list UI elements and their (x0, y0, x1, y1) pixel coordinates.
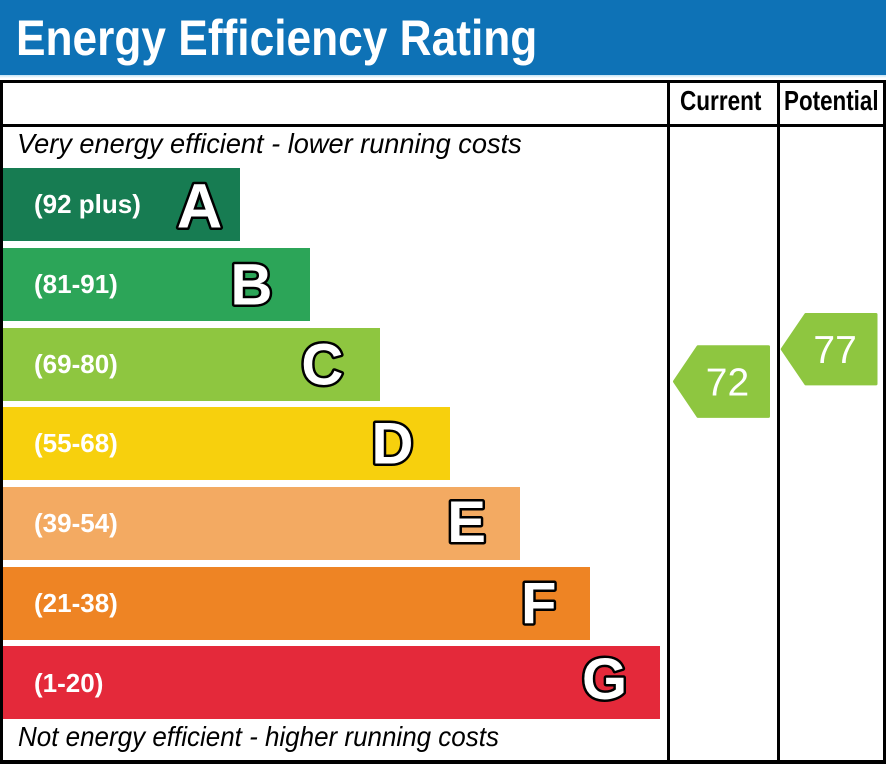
svg-text:B: B (231, 252, 273, 317)
svg-text:E: E (447, 490, 486, 555)
svg-text:77: 77 (813, 329, 856, 372)
svg-text:A: A (177, 172, 223, 242)
svg-text:D: D (372, 412, 414, 477)
svg-text:72: 72 (706, 362, 749, 405)
svg-text:G: G (582, 647, 627, 712)
svg-text:F: F (521, 571, 556, 636)
svg-text:C: C (301, 332, 343, 397)
